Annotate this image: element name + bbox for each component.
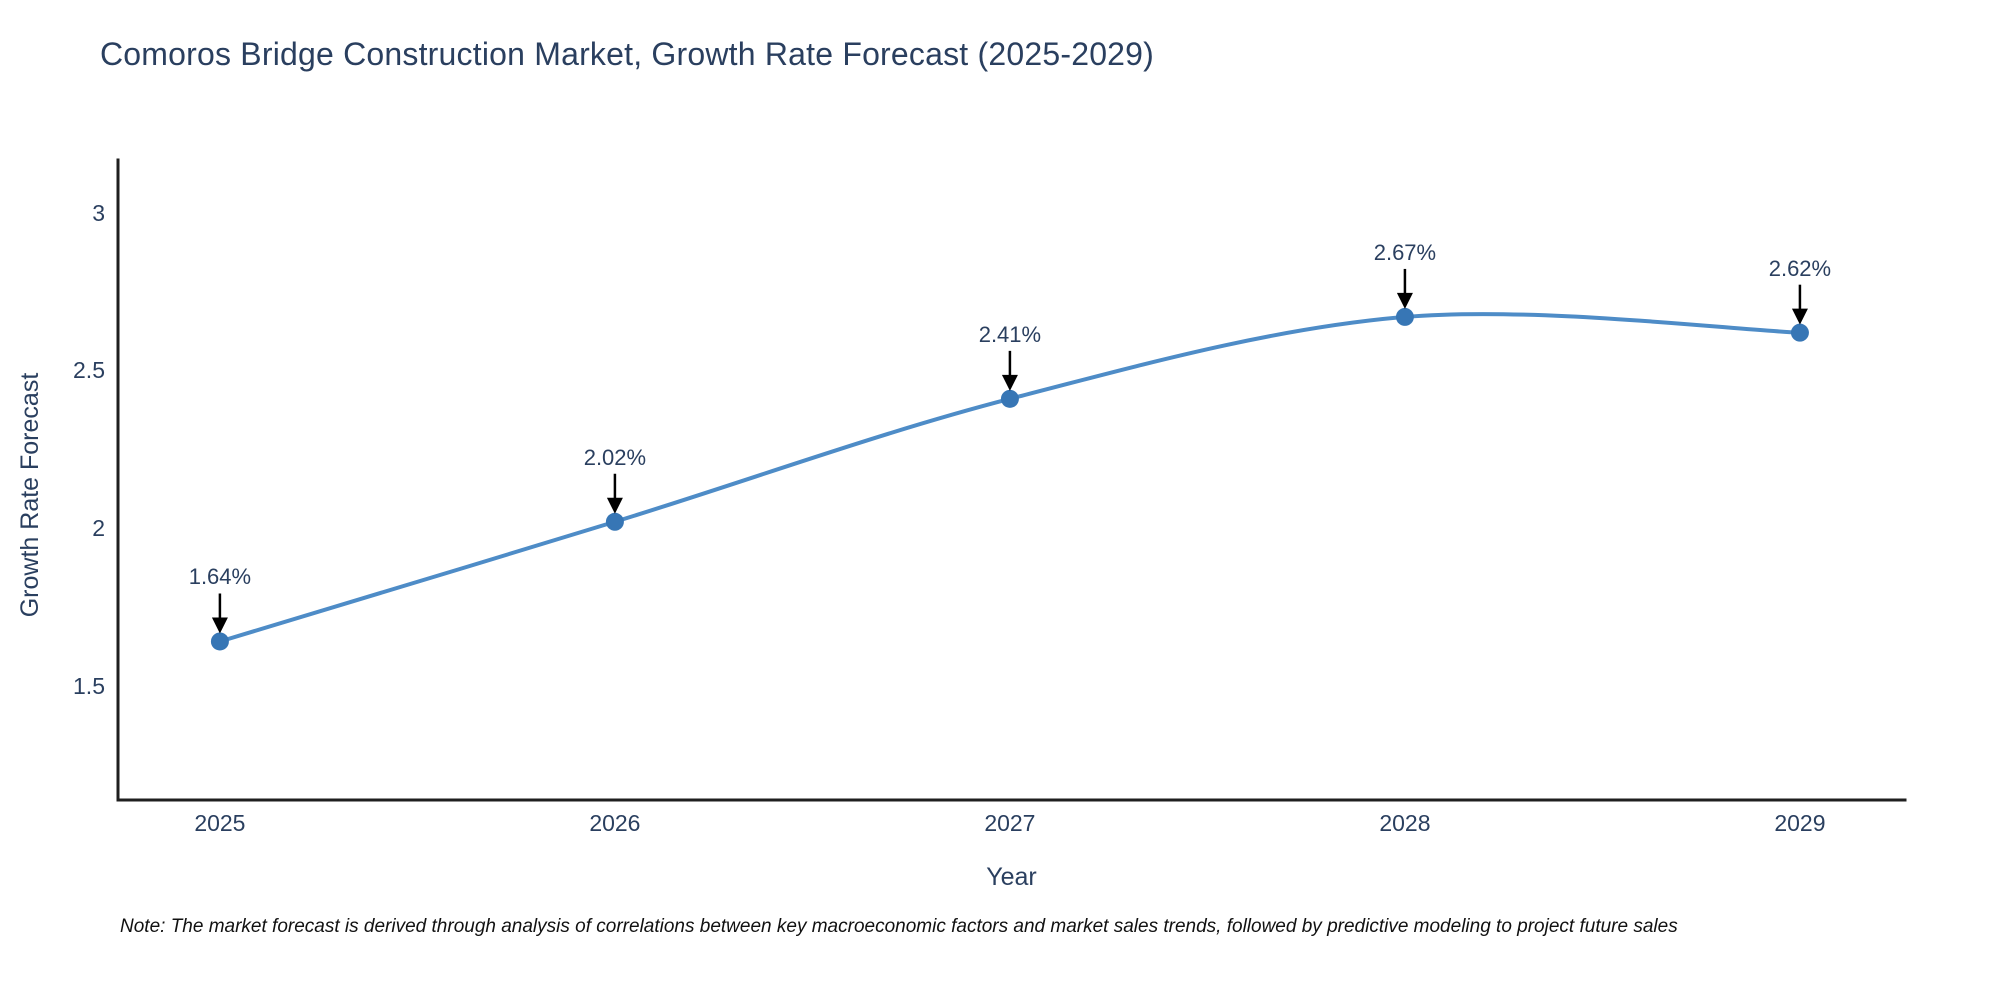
y-axis-title: Growth Rate Forecast	[16, 372, 44, 618]
x-tick-label: 2029	[1774, 810, 1826, 836]
y-tick-label: 3	[92, 199, 105, 226]
x-tick-label: 2025	[194, 810, 246, 836]
y-tick-label: 2	[92, 515, 105, 542]
data-label: 2.67%	[1373, 239, 1437, 265]
data-point-markers	[210, 307, 1809, 651]
y-tick-label: 2.5	[73, 357, 105, 384]
annotation-arrow-head	[1791, 308, 1808, 325]
data-point-marker	[1790, 323, 1809, 342]
data-label: 1.64%	[188, 564, 252, 590]
data-point-marker	[605, 512, 624, 531]
x-tick-label: 2027	[984, 810, 1036, 836]
x-tick-label: 2028	[1379, 810, 1431, 836]
data-label: 2.02%	[583, 444, 647, 470]
annotation-arrow-head	[1396, 292, 1413, 309]
axis-line	[116, 158, 1907, 802]
chart-title: Comoros Bridge Construction Market, Grow…	[100, 36, 1155, 72]
data-point-marker	[1395, 307, 1414, 326]
data-point-marker	[210, 632, 229, 651]
footnote: Note: The market forecast is derived thr…	[120, 916, 1678, 937]
data-label: 2.41%	[978, 321, 1042, 347]
x-tick-label: 2026	[589, 810, 641, 836]
x-axis-title: Year	[986, 863, 1037, 891]
y-tick-label: 1.5	[73, 672, 105, 699]
annotation-arrows	[211, 268, 1808, 634]
annotation-arrow-head	[1001, 374, 1018, 391]
data-label: 2.62%	[1768, 255, 1832, 281]
data-point-marker	[1000, 389, 1019, 408]
annotation-arrow-head	[606, 497, 623, 514]
annotation-arrow-head	[211, 617, 228, 634]
